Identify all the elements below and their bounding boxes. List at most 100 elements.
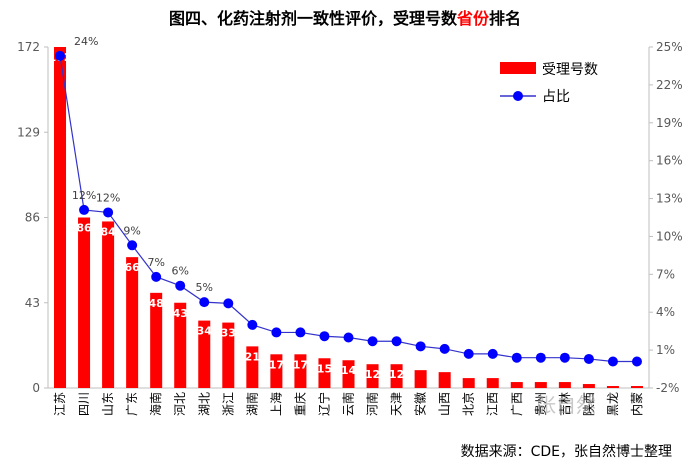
y-right-tick-label: 13% [656, 192, 683, 206]
share-point [367, 336, 378, 347]
category-label: 内蒙 [630, 392, 644, 416]
share-point [391, 336, 402, 347]
category-label: 广东 [125, 392, 139, 416]
share-point [415, 341, 426, 352]
bar [366, 364, 379, 388]
bar-value-label: 9 [417, 357, 425, 370]
bar [630, 386, 643, 388]
y-left-tick-label: 86 [25, 211, 40, 225]
category-label: 江西 [486, 392, 500, 416]
share-point [487, 348, 498, 359]
share-point [319, 331, 330, 342]
share-point [271, 327, 282, 338]
category-label: 湖北 [196, 392, 211, 416]
chart-title-highlight: 省份 [456, 9, 490, 28]
y-right-tick-label: 25% [656, 40, 683, 54]
category-label: 重庆 [293, 392, 307, 416]
bar-value-label: 12 [365, 368, 380, 381]
chart-title-tail: 排名 [489, 9, 521, 28]
share-point [295, 327, 306, 338]
share-point [535, 352, 546, 363]
category-label: 河北 [173, 392, 187, 416]
category-label: 四川 [77, 392, 91, 416]
y-right-tick-label: 1% [656, 343, 675, 357]
share-point [559, 352, 570, 363]
share-value-label: 12% [96, 191, 120, 204]
bar-value-label: 8 [441, 359, 449, 372]
category-label: 上海 [268, 392, 283, 416]
bar [126, 257, 139, 388]
category-label: 安徽 [413, 392, 428, 416]
share-value-label: 9% [123, 224, 140, 237]
y-right-tick-label: 7% [656, 267, 675, 281]
category-label: 浙江 [221, 392, 235, 416]
bar [342, 360, 355, 388]
bar-value-label: 43 [173, 307, 188, 320]
legend-bar-swatch [500, 62, 536, 74]
category-label: 天津 [390, 392, 404, 416]
bar [486, 378, 499, 388]
legend-line-marker [513, 91, 523, 101]
category-label: 黑龙 [606, 392, 620, 416]
category-labels: 江苏 四川 山东 广东 海南 河北 湖北 浙江 湖南 上海 重庆 辽宁 云南 河南 天津 安徽 山西 北京 江西 广西… [53, 392, 644, 416]
share-point [55, 50, 66, 61]
bar [438, 372, 451, 388]
y-left-tick-label: 172 [17, 40, 40, 54]
bar-value-label: 21 [245, 350, 260, 363]
share-point [151, 271, 162, 282]
bar [150, 292, 163, 388]
bar [582, 384, 595, 388]
category-label: 云南 [341, 392, 356, 416]
y-left-tick-label: 43 [25, 296, 40, 310]
share-point [463, 348, 474, 359]
share-point [583, 353, 594, 364]
category-label: 山西 [438, 392, 452, 416]
share-value-label: 24% [74, 35, 98, 48]
source-note: 数据来源：CDE，张自然博士整理 [461, 443, 672, 460]
category-label: 吉林 [558, 392, 572, 416]
share-point [439, 343, 450, 354]
bar [78, 217, 91, 388]
y-right-tick-label: 10% [656, 229, 683, 243]
bar [246, 346, 259, 388]
legend-bar-label: 受理号数 [542, 62, 598, 78]
share-point [127, 240, 138, 251]
y-right-tick-label: 19% [656, 116, 683, 130]
bar [102, 221, 115, 388]
bar-value-label: 17 [269, 358, 284, 371]
bar-value-label: 66 [124, 261, 140, 274]
bar-value-label: 84 [100, 225, 116, 238]
category-label: 广西 [510, 392, 524, 416]
category-label: 河南 [365, 392, 380, 416]
bar [606, 386, 619, 388]
bar-value-label: 33 [221, 327, 236, 340]
y-right-tick-label: -2% [656, 381, 679, 395]
share-point [103, 207, 114, 218]
chart-title: 图四、化药注射剂一致性评价，受理号数省份排名 [169, 9, 521, 28]
bar-value-label: 48 [149, 297, 164, 310]
category-label: 山东 [101, 392, 115, 416]
legend-line-label: 占比 [542, 89, 570, 105]
category-label: 辽宁 [316, 392, 331, 416]
share-value-label: 12% [72, 189, 96, 202]
bar [54, 47, 67, 388]
bar-value-label: 86 [76, 222, 92, 235]
bar-value-label: 12 [389, 368, 404, 381]
category-label: 湖南 [244, 392, 259, 416]
y-right-tick-label: 16% [656, 154, 683, 168]
bar-series [54, 47, 643, 388]
bar-value-label: 17 [293, 358, 308, 371]
share-point [79, 204, 90, 215]
bar [318, 358, 331, 388]
category-label: 贵州 [534, 392, 548, 416]
category-label: 北京 [462, 392, 476, 416]
line-series [55, 50, 642, 367]
bar-value-label: 14 [341, 364, 357, 377]
share-point [199, 297, 210, 308]
y-left-tick-label: 129 [17, 125, 40, 139]
share-point [511, 352, 522, 363]
bar [222, 322, 235, 388]
y-right-tick-label: 22% [656, 78, 683, 92]
